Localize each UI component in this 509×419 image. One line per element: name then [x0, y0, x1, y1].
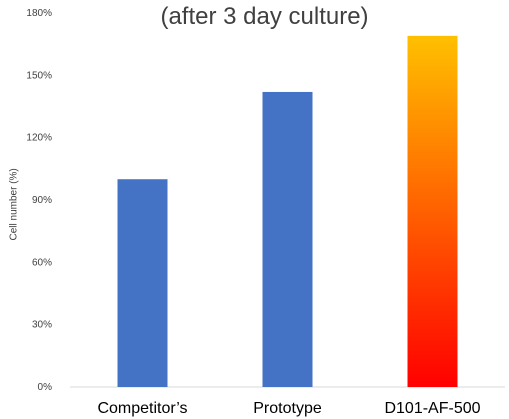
bar-d101-af-500: [407, 35, 458, 387]
y-tick-label: 180%: [26, 8, 52, 19]
bar-competitor-s: [117, 179, 168, 387]
y-tick-label: 60%: [32, 257, 52, 268]
y-tick-label: 0%: [38, 382, 53, 393]
y-tick-label: 150%: [26, 70, 52, 81]
x-axis-labels: Competitor’s Prototype D101-AF-500: [97, 400, 480, 417]
y-tick-label: 120%: [26, 133, 52, 144]
x-tick-label: D101-AF-500: [384, 400, 480, 417]
y-tick-label: 30%: [32, 320, 52, 331]
y-tick-label: 90%: [32, 195, 52, 206]
x-tick-label: Prototype: [253, 400, 322, 417]
x-tick-label: Competitor’s: [97, 400, 187, 417]
chart-title: (after 3 day culture): [160, 3, 369, 30]
bar-prototype: [262, 91, 313, 387]
bars: [117, 35, 458, 387]
y-axis-ticks: 0% 30% 60% 90% 120% 150% 180%: [26, 8, 52, 393]
